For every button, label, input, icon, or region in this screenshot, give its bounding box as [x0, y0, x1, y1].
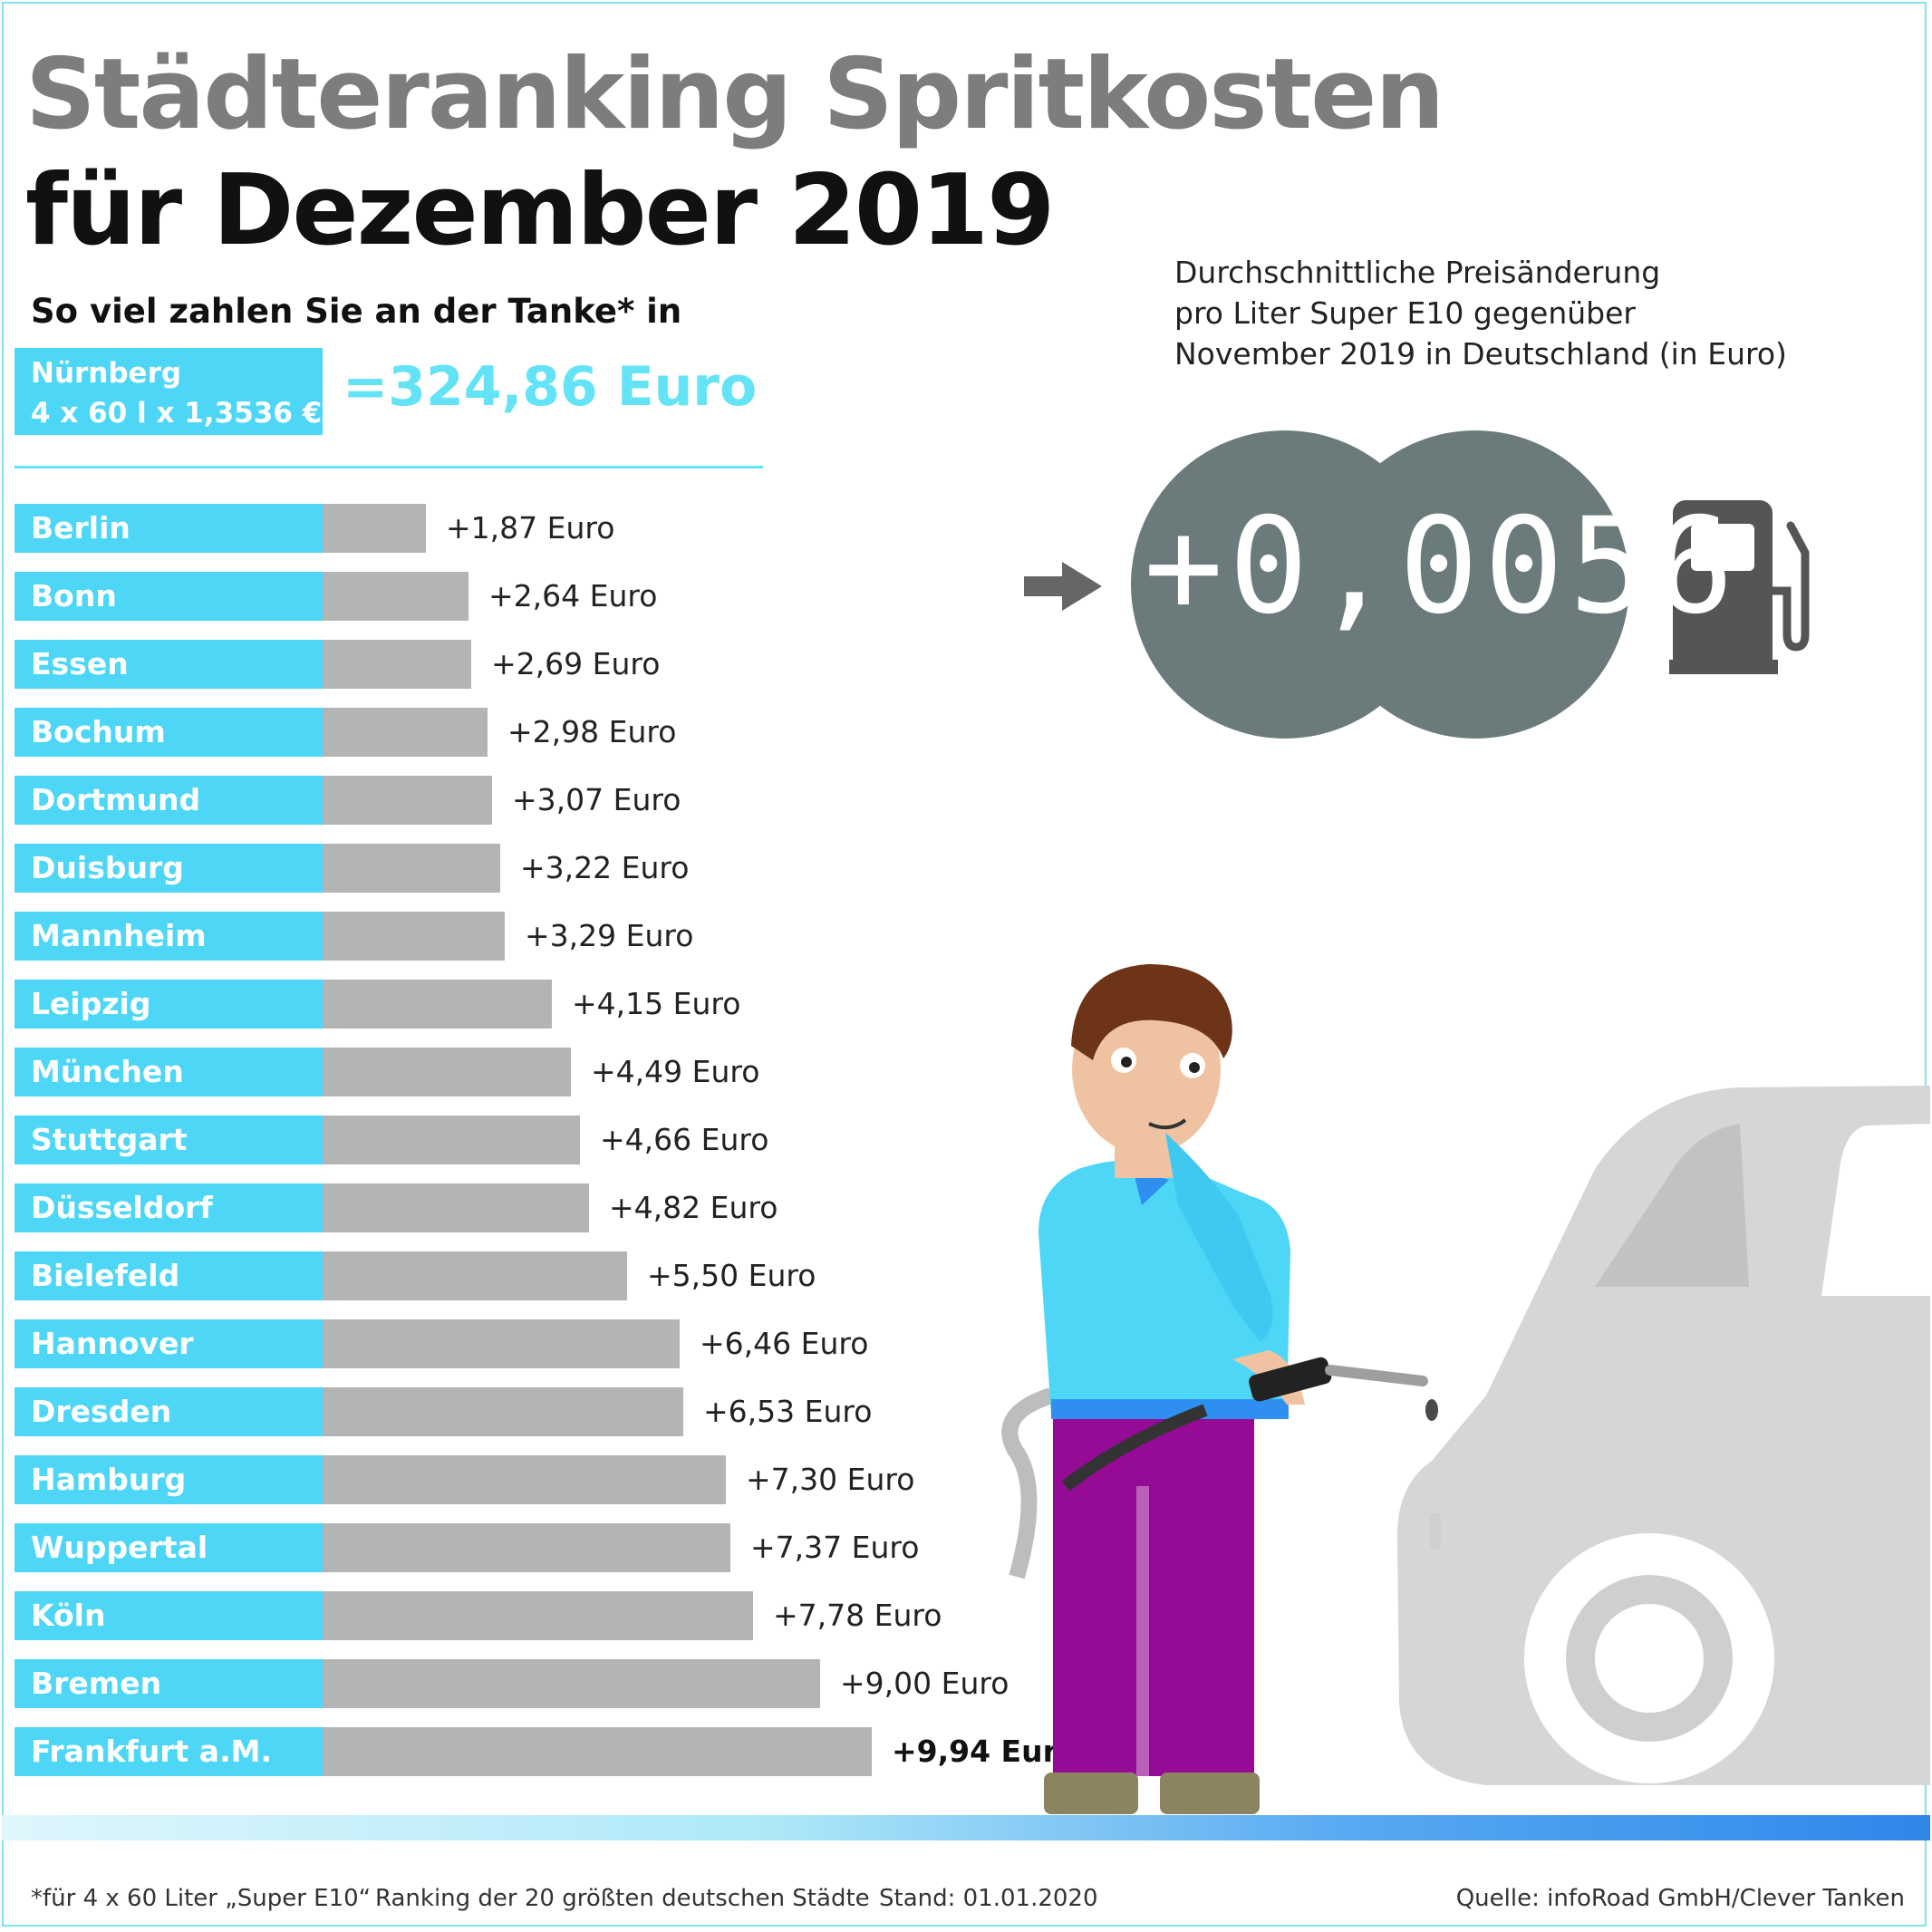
- reference-formula: 4 x 60 l x 1,3536 €: [31, 397, 323, 430]
- city-label: Leipzig: [14, 980, 323, 1029]
- footer-source: Quelle: infoRoad GmbH/Clever Tanken: [1455, 1885, 1905, 1912]
- title-line-2: für Dezember 2019: [25, 154, 1055, 267]
- value-label: +6,46 Euro: [700, 1326, 869, 1361]
- city-label: Bielefeld: [14, 1251, 323, 1300]
- fuel-pump-icon: [1669, 500, 1810, 674]
- price-change-line-1: Durchschnittliche Preisänderung: [1174, 255, 1661, 290]
- bar: [323, 708, 488, 757]
- value-label: +4,49 Euro: [591, 1054, 760, 1089]
- footer-gradient-strip: [2, 1815, 1930, 1840]
- bar: [323, 1455, 726, 1504]
- city-label: Bonn: [14, 572, 323, 621]
- bar: [323, 1727, 872, 1776]
- bar-chart: Berlin +1,87 Euro Bonn +2,64 Euro Essen +2,69…: [14, 504, 1078, 1776]
- city-label: Hamburg: [14, 1455, 323, 1504]
- value-label: +2,69 Euro: [491, 646, 661, 681]
- price-change-description: Durchschnittliche Preisänderung pro Lite…: [1174, 252, 1787, 374]
- bar: [323, 572, 469, 621]
- value-label: +9,00 Euro: [840, 1666, 1009, 1701]
- value-label: +3,29 Euro: [525, 918, 694, 953]
- city-label: Dresden: [14, 1387, 323, 1436]
- city-label: Mannheim: [14, 912, 323, 961]
- footer-ranking: Ranking der 20 größten deutschen Städte: [375, 1885, 870, 1912]
- price-change-line-3: November 2019 in Deutschland (in Euro): [1174, 336, 1787, 372]
- city-label: Duisburg: [14, 844, 323, 893]
- footer-note: *für 4 x 60 Liter „Super E10“: [31, 1885, 372, 1912]
- bar: [323, 1591, 753, 1640]
- value-label: +4,66 Euro: [600, 1122, 769, 1157]
- value-label: +2,64 Euro: [488, 578, 658, 613]
- city-label: Köln: [14, 1591, 323, 1640]
- bar: [323, 1659, 820, 1708]
- value-label: +9,94 Euro: [892, 1734, 1078, 1769]
- value-label: +7,30 Euro: [746, 1462, 915, 1497]
- bar: [323, 912, 505, 961]
- person-illustration: [1001, 964, 1438, 1814]
- city-label: Essen: [14, 640, 323, 689]
- arrow-right-icon: [1024, 562, 1102, 611]
- value-label: +7,37 Euro: [750, 1530, 920, 1565]
- city-label: Düsseldorf: [14, 1183, 323, 1232]
- reference-city: Nürnberg: [31, 357, 182, 390]
- title-line-1: Städteranking Spritkosten: [25, 38, 1444, 151]
- value-label: +7,78 Euro: [773, 1598, 942, 1633]
- subtitle: So viel zahlen Sie an der Tanke* in: [31, 292, 682, 331]
- bar: [323, 504, 426, 553]
- bar: [323, 1387, 683, 1436]
- city-label: Bochum: [14, 708, 323, 757]
- footer-date: Stand: 01.01.2020: [879, 1885, 1098, 1912]
- price-change-line-2: pro Liter Super E10 gegenüber: [1174, 295, 1636, 331]
- bar: [323, 1523, 730, 1572]
- value-label: +3,07 Euro: [512, 782, 681, 817]
- city-label: Berlin: [14, 504, 323, 553]
- value-label: +4,15 Euro: [572, 986, 741, 1021]
- value-label: +3,22 Euro: [520, 850, 690, 885]
- city-label: Frankfurt a.M.: [14, 1727, 323, 1776]
- bar: [323, 980, 552, 1029]
- bar: [323, 1048, 571, 1096]
- city-label: Stuttgart: [14, 1116, 323, 1164]
- car-illustration: [1396, 1086, 1930, 1785]
- value-label: +2,98 Euro: [507, 714, 677, 749]
- reference-total: =324,86 Euro: [343, 355, 758, 419]
- bar: [323, 640, 471, 689]
- separator-line: [14, 466, 763, 469]
- city-label: Wuppertal: [14, 1523, 323, 1572]
- price-change-circles: [1131, 430, 1629, 739]
- bar: [323, 1116, 580, 1164]
- city-label: Bremen: [14, 1659, 323, 1708]
- city-label: Hannover: [14, 1319, 323, 1368]
- bar: [323, 844, 500, 893]
- bar: [323, 1319, 680, 1368]
- bar: [323, 1251, 627, 1300]
- price-change-value: +0,0056: [1144, 489, 1740, 643]
- bar: [323, 776, 492, 825]
- city-label: Dortmund: [14, 776, 323, 825]
- reference-city-box: Nürnberg 4 x 60 l x 1,3536 €: [14, 348, 323, 435]
- city-label: München: [14, 1048, 323, 1096]
- value-label: +6,53 Euro: [703, 1394, 873, 1429]
- value-label: +1,87 Euro: [446, 510, 615, 546]
- bar: [323, 1183, 589, 1232]
- value-label: +5,50 Euro: [647, 1258, 816, 1293]
- value-label: +4,82 Euro: [609, 1190, 778, 1225]
